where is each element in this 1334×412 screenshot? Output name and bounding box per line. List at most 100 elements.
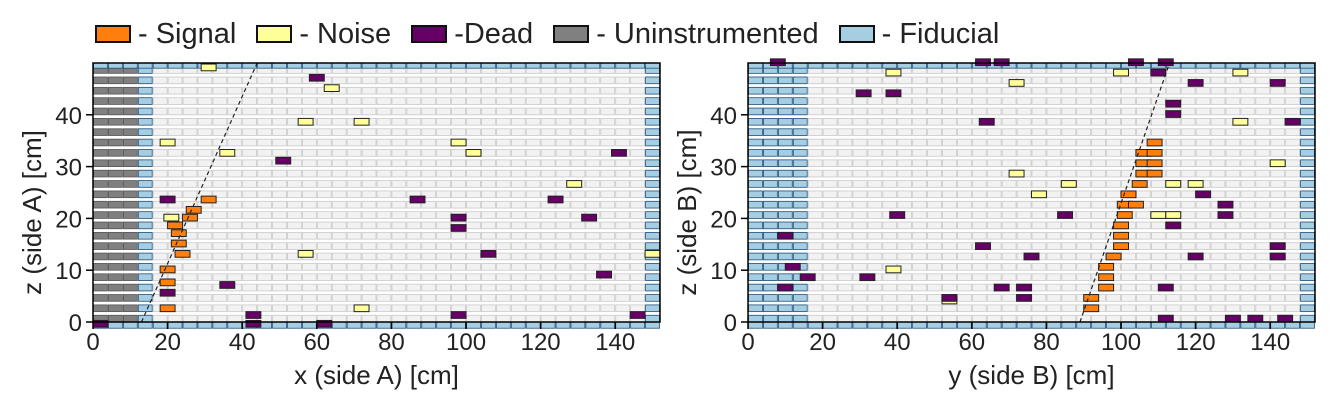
strip-cell — [406, 211, 422, 219]
strip-cell — [495, 283, 511, 292]
strip-cell — [93, 190, 108, 199]
strip-cell — [108, 180, 123, 188]
strip-cell — [272, 149, 287, 157]
top-fiducial-cell — [956, 62, 972, 69]
strip-cell — [495, 200, 511, 209]
strip-cell — [882, 149, 898, 157]
strip-cell — [971, 273, 987, 281]
strip-cell — [763, 200, 778, 209]
strip-cell — [1061, 231, 1077, 240]
strip-cell — [540, 231, 556, 240]
top-fiducial-cell — [1210, 62, 1226, 69]
strip-cell — [540, 294, 556, 302]
strip-cell — [1165, 242, 1181, 250]
strip-cell — [555, 128, 571, 136]
bottom-fiducial-cell — [1255, 321, 1271, 329]
strip-cell — [882, 169, 898, 178]
strip-cell — [272, 242, 287, 250]
strip-cell — [391, 107, 407, 116]
strip-cell — [1285, 263, 1300, 271]
strip-cell — [1001, 149, 1017, 157]
strip-cell — [912, 273, 927, 281]
strip-cell — [1136, 252, 1151, 261]
strip-cell — [615, 97, 631, 105]
strip-cell — [287, 231, 302, 240]
strip-cell — [1046, 283, 1062, 292]
y-tick-label: 40 — [55, 103, 82, 130]
strip-cell — [971, 107, 987, 116]
strip-cell — [986, 128, 1002, 136]
strip-cell — [1121, 149, 1136, 157]
strip-cell — [1076, 211, 1092, 219]
strip-cell — [137, 221, 153, 230]
strip-cell — [763, 169, 778, 178]
strip-cell — [137, 231, 153, 240]
strip-cell — [867, 211, 883, 219]
strip-cell — [1240, 231, 1256, 240]
plot-frame — [747, 62, 1316, 323]
strip-cell — [1285, 86, 1300, 95]
strip-cell — [792, 97, 808, 105]
strip-cell — [555, 211, 571, 219]
strip-cell — [436, 138, 452, 147]
strip-cell — [570, 190, 586, 199]
strip-cell — [212, 86, 228, 95]
strip-cell — [466, 304, 481, 313]
strip-cell — [122, 221, 138, 230]
strip-cell — [1046, 200, 1062, 209]
strip-cell — [1165, 86, 1181, 95]
strip-cell — [93, 221, 108, 230]
strip-cell — [645, 200, 660, 209]
strip-cell — [406, 180, 422, 188]
strip-cell — [1210, 221, 1226, 230]
strip-cell — [867, 221, 883, 230]
strip-cell — [301, 242, 317, 250]
hit-signal — [159, 304, 176, 313]
strip-cell — [391, 252, 407, 261]
strip-cell — [1121, 86, 1136, 95]
strip-cell — [227, 76, 243, 85]
strip-cell — [1016, 107, 1032, 116]
hit-noise — [219, 149, 236, 157]
strip-cell — [822, 221, 838, 230]
strip-cell — [1031, 86, 1047, 95]
strip-cell — [272, 211, 287, 219]
strip-cell — [376, 180, 392, 188]
strip-cell — [971, 190, 987, 199]
strip-cell — [1150, 273, 1166, 281]
strip-cell — [837, 200, 853, 209]
strip-cell — [1210, 107, 1226, 116]
strip-cell — [792, 118, 808, 126]
strip-cell — [1300, 304, 1315, 313]
top-fiducial-cell — [927, 62, 942, 69]
strip-cell — [1255, 76, 1271, 85]
hit-dead — [1217, 200, 1234, 209]
strip-cell — [93, 138, 108, 147]
strip-cell — [1150, 128, 1166, 136]
strip-cell — [1121, 263, 1136, 271]
strip-cell — [495, 273, 511, 281]
strip-cell — [897, 273, 913, 281]
hit-dead — [1157, 314, 1174, 323]
hit-noise — [323, 84, 340, 92]
strip-cell — [763, 242, 778, 250]
strip-cell — [1195, 86, 1211, 95]
strip-cell — [1091, 76, 1107, 85]
strip-cell — [986, 263, 1002, 271]
strip-cell — [495, 263, 511, 271]
top-fiducial-cell — [167, 62, 183, 69]
strip-cell — [481, 169, 496, 178]
strip-cell — [956, 180, 972, 188]
strip-cell — [600, 242, 616, 250]
strip-cell — [257, 242, 272, 250]
strip-cell — [421, 97, 437, 105]
strip-cell — [1091, 128, 1107, 136]
strip-cell — [1180, 294, 1196, 302]
strip-cell — [956, 211, 972, 219]
strip-cell — [807, 283, 823, 292]
strip-cell — [1210, 149, 1226, 157]
strip-cell — [927, 242, 942, 250]
strip-cell — [182, 128, 198, 136]
strip-cell — [331, 304, 347, 313]
strip-cell — [645, 190, 660, 199]
